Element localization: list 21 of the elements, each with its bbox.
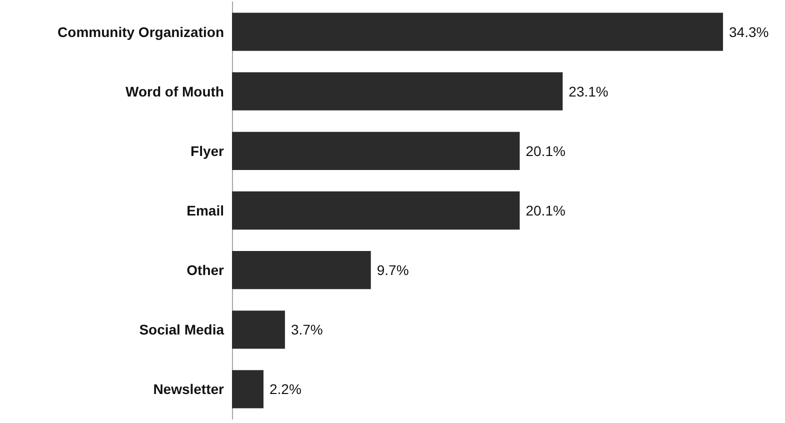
y-tick-label: Word of Mouth [126, 83, 224, 100]
bar [232, 370, 264, 408]
bar [232, 310, 285, 349]
y-tick-label: Flyer [190, 142, 225, 159]
data-label: 9.7% [376, 262, 409, 278]
y-tick-label: Newsletter [153, 381, 225, 398]
bar [232, 191, 520, 230]
data-label: 2.2% [269, 381, 302, 398]
bar [232, 72, 563, 110]
data-label: 20.1% [526, 202, 566, 218]
y-tick-label: Other [186, 262, 225, 278]
data-label: 3.7% [290, 322, 323, 338]
y-tick-label: Community Organization [58, 24, 224, 40]
bar [232, 251, 371, 290]
data-label: 34.3% [729, 24, 769, 40]
data-label: 20.1% [526, 142, 566, 159]
data-label: 23.1% [568, 83, 608, 100]
bar [232, 12, 723, 51]
bar [232, 132, 520, 170]
y-tick-label: Email [186, 202, 224, 218]
y-tick-label: Social Media [139, 322, 224, 338]
